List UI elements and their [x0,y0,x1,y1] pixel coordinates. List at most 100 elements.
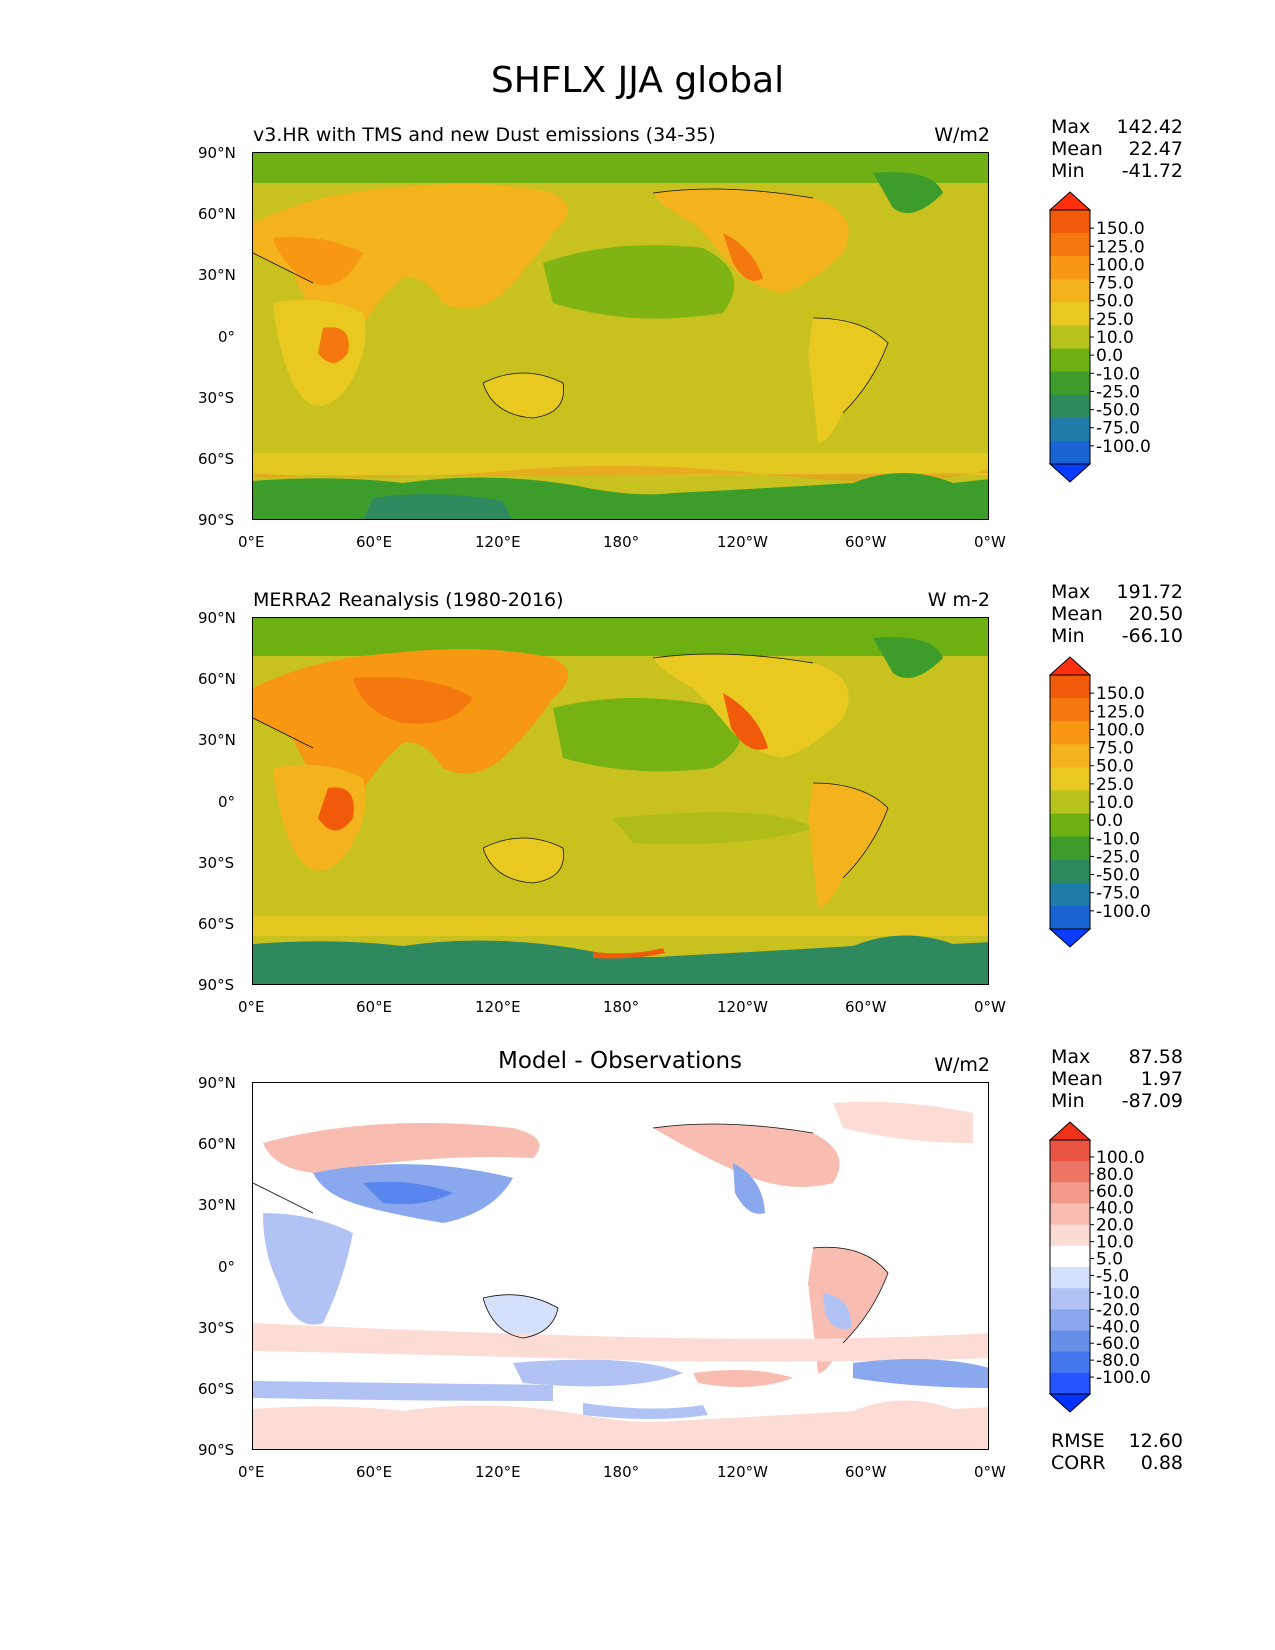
stat-min-label: Min [1051,625,1085,647]
colorbar-segment [1050,1330,1090,1353]
southern-ocean-positive [693,1369,793,1387]
colorbar-label: -80.0 [1096,1351,1140,1371]
colorbar-segment [1050,279,1090,303]
colorbar-extend-max [1048,191,1092,211]
stat-max-label: Max [1051,116,1091,138]
p3-lat-90s: 90°S [198,1441,235,1459]
colorbar-segment [1050,698,1090,722]
colorbar-label: -25.0 [1096,382,1140,402]
panel-3-stats: Max 87.58 Mean 1.97 Min -87.09 [1051,1046,1183,1112]
p2-lat-0: 0° [218,793,236,811]
panel-2-units: W m-2 [927,589,990,611]
australia-negative [483,1294,558,1338]
p3-lon-180: 180° [603,1463,640,1481]
colorbar-segment [1050,1309,1090,1331]
stat-mean-value: 20.50 [1128,603,1183,625]
southern-ocean-band [253,916,988,936]
colorbar-label: 10.0 [1096,1233,1134,1253]
panel-1-title: v3.HR with TMS and new Dust emissions (3… [253,124,716,146]
colorbar-label: 100.0 [1096,255,1145,275]
colorbar-segment [1050,882,1090,907]
greenland [873,637,943,678]
colorbar-extend-max [1048,1121,1092,1141]
colorbar-segments [1048,1121,1092,1413]
p1-lat-60s: 60°S [198,450,235,468]
colorbar-segment [1050,1351,1090,1374]
stat-max-value: 87.58 [1128,1046,1183,1068]
p3-lon-0e: 0°E [238,1463,265,1481]
colorbar-label: -25.0 [1096,847,1140,867]
p2-lon-0e: 0°E [238,998,265,1016]
stat-max-value: 191.72 [1116,581,1183,603]
p3-lat-60n: 60°N [198,1135,236,1153]
p2-lat-60n: 60°N [198,670,236,688]
p1-lon-60w: 60°W [845,533,887,551]
panel-1-units: W/m2 [934,124,990,146]
colorbar-segment [1050,675,1090,699]
panel-3-metrics: RMSE 12.60 CORR 0.88 [1051,1430,1183,1474]
p1-lat-60n: 60°N [198,205,236,223]
p1-lat-0: 0° [218,328,236,346]
colorbar-label: 10.0 [1096,328,1134,348]
colorbar-label: 25.0 [1096,310,1134,330]
colorbar-label: -60.0 [1096,1334,1140,1354]
colorbar-segment [1050,1224,1090,1247]
p1-lon-0e: 0°E [238,533,265,551]
colorbar-labels: 100.080.060.040.020.010.05.0-5.0-10.0-20… [1090,1148,1151,1388]
colorbar-label: -20.0 [1096,1300,1140,1320]
p3-lon-60w: 60°W [845,1463,887,1481]
south-america [808,318,888,443]
east-africa-hot [318,787,354,831]
panel-2-map [252,617,989,985]
p1-lat-30n: 30°N [198,266,236,284]
p3-lon-60e: 60°E [356,1463,393,1481]
colorbar-segment [1050,1372,1090,1395]
arctic-band [253,618,988,656]
colorbar-label: -50.0 [1096,401,1140,421]
colorbar-label: -5.0 [1096,1266,1129,1286]
stat-min-value: -66.10 [1121,625,1183,647]
colorbar-segments [1048,191,1092,483]
south-america-negative [823,1293,852,1329]
ross-negative [583,1403,708,1419]
p2-lat-30s: 30°S [198,854,235,872]
rmse-label: RMSE [1051,1430,1105,1452]
antarctica [253,935,988,984]
south-america [808,783,888,908]
colorbar-extend-max [1048,656,1092,676]
colorbar-label: -100.0 [1096,1368,1151,1388]
north-america-positive [653,1124,840,1187]
western-us-hot [723,233,763,281]
p2-lat-30n: 30°N [198,731,236,749]
colorbar-extend-min [1048,928,1092,948]
colorbar-segment [1050,394,1090,419]
colorbar-segment [1050,744,1090,768]
stat-max-label: Max [1051,1046,1091,1068]
panel-3-units: W/m2 [934,1054,990,1076]
p1-lon-60e: 60°E [356,533,393,551]
antarctica-low [363,494,512,519]
western-us-hot [723,693,768,750]
colorbar-label: 150.0 [1096,219,1145,239]
corr-value: 0.88 [1140,1452,1183,1474]
colorbar-label: 60.0 [1096,1182,1134,1202]
rmse-value: 12.60 [1128,1430,1183,1452]
p3-lat-0: 0° [218,1258,236,1276]
corr-label: CORR [1051,1452,1106,1474]
colorbar-label: 20.0 [1096,1216,1134,1236]
colorbar-label: -10.0 [1096,829,1140,849]
colorbar-extend-min [1048,463,1092,483]
colorbar-label: -75.0 [1096,419,1140,439]
colorbar-label: 0.0 [1096,346,1123,366]
stat-max-value: 142.42 [1116,116,1183,138]
north-africa-hot [273,237,363,285]
colorbar-segment [1050,233,1090,257]
coastlines [253,653,889,884]
colorbar-label: -10.0 [1096,364,1140,384]
p2-lon-120e: 120°E [475,998,521,1016]
colorbar-segment [1050,348,1090,373]
colorbar-segment [1050,1267,1090,1289]
coastlines [253,188,889,419]
colorbar-extend-min [1048,1393,1092,1413]
colorbar-label: 75.0 [1096,739,1134,759]
